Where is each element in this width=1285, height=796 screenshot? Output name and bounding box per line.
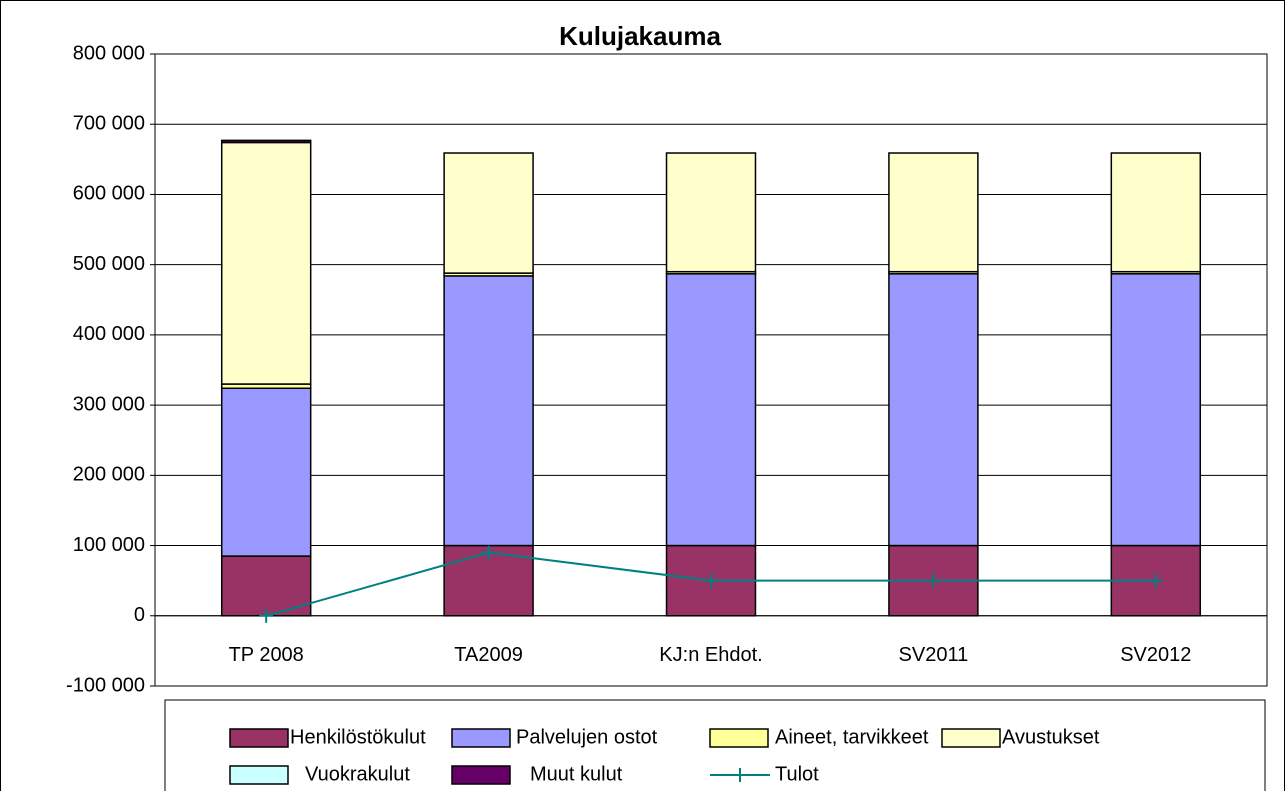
line-marker bbox=[1148, 573, 1163, 588]
legend-label: Avustukset bbox=[1002, 726, 1100, 748]
bar-segment bbox=[888, 273, 979, 547]
x-tick-label: SV2012 bbox=[1120, 644, 1191, 666]
y-tick-label: 600 000 bbox=[73, 183, 145, 205]
y-tick-label: -100 000 bbox=[66, 674, 145, 696]
legend-label: Tulot bbox=[775, 763, 819, 785]
line-marker bbox=[926, 573, 941, 588]
legend-swatch bbox=[941, 728, 1001, 748]
bar-segment bbox=[220, 139, 312, 144]
legend-label: Henkilöstökulut bbox=[290, 726, 426, 748]
y-tick-label: 800 000 bbox=[73, 42, 145, 64]
legend-label: Muut kulut bbox=[530, 763, 623, 785]
bar-segment bbox=[888, 152, 979, 273]
legend-swatch bbox=[229, 765, 289, 785]
line-marker bbox=[259, 608, 274, 623]
line-marker bbox=[704, 573, 718, 588]
legend-swatch bbox=[451, 765, 511, 785]
y-tick-label: 300 000 bbox=[73, 393, 145, 415]
bar-segment bbox=[665, 152, 757, 273]
y-tick-label: 700 000 bbox=[73, 113, 145, 135]
legend-swatch bbox=[709, 728, 769, 748]
y-tick-label: 100 000 bbox=[73, 534, 145, 556]
chart-title: Kulujakauma bbox=[559, 21, 721, 51]
bar-segment bbox=[665, 273, 757, 547]
line-marker bbox=[481, 545, 496, 560]
legend-label: Vuokrakulut bbox=[305, 763, 410, 785]
legend-label: Palvelujen ostot bbox=[516, 726, 658, 748]
legend-marker bbox=[733, 768, 747, 782]
y-tick-label: 0 bbox=[134, 604, 145, 626]
bar-segment bbox=[443, 152, 534, 274]
legend-label: Aineet, tarvikkeet bbox=[775, 726, 929, 748]
y-tick-label: 500 000 bbox=[73, 253, 145, 275]
bar-segment bbox=[443, 275, 534, 547]
x-tick-label: KJ:n Ehdot. bbox=[659, 644, 762, 666]
legend-swatch bbox=[451, 728, 511, 748]
bar-segment bbox=[1110, 152, 1202, 273]
y-tick-label: 200 000 bbox=[73, 464, 145, 486]
bar-segment bbox=[220, 141, 312, 385]
x-tick-label: TP 2008 bbox=[229, 644, 304, 666]
bar-segment bbox=[1110, 273, 1202, 547]
legend-swatch bbox=[229, 728, 289, 748]
legend bbox=[164, 699, 1266, 796]
y-tick-label: 400 000 bbox=[73, 323, 145, 345]
x-tick-label: TA2009 bbox=[454, 644, 523, 666]
bar-segment bbox=[220, 387, 312, 557]
plot-border bbox=[154, 53, 1268, 687]
x-tick-label: SV2011 bbox=[899, 644, 969, 666]
